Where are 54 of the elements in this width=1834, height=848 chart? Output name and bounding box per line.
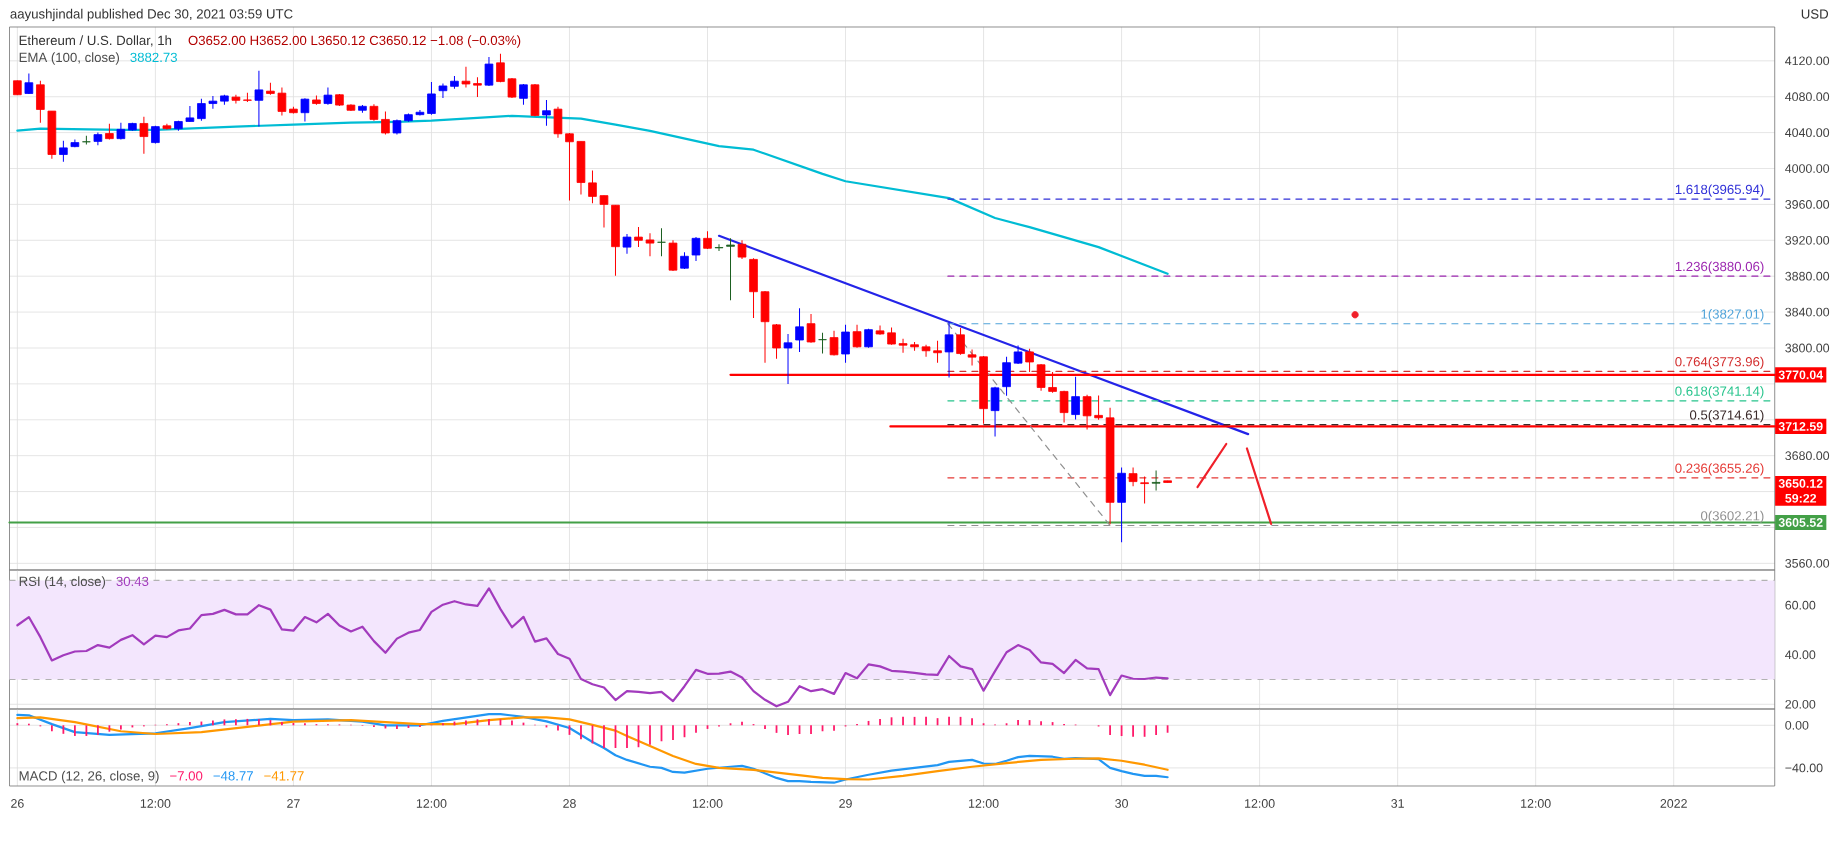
y-tick-label: 3960.00 [1785, 200, 1830, 209]
y-tick-label: 0.00 [1785, 720, 1809, 730]
y-tick-label: 4040.00 [1785, 128, 1830, 138]
data-label: 1(3827.01) [1701, 309, 1764, 322]
y-tick-label: −40.00 [1785, 763, 1823, 773]
y-tick-label: 20.00 [1785, 699, 1816, 709]
x-tick-label: 12:00 [1245, 799, 1275, 808]
data-label: 1.236(3880.06) [1675, 261, 1764, 274]
x-tick-label: 31 [1391, 799, 1404, 808]
annotation: −41.77 [264, 771, 304, 781]
text: 59:22 [1785, 493, 1817, 503]
data-label: 0(3602.21) [1700, 510, 1764, 524]
annotation: −7.00 [170, 771, 203, 781]
x-tick-label: 12:00 [692, 799, 723, 808]
text: RSI (14, close) [19, 576, 106, 589]
annotation: 3882.73 [130, 52, 177, 63]
text: EMA (100, close) [19, 52, 120, 65]
x-tick-label: 12:00 [968, 799, 999, 808]
y-tick-label: 60.00 [1785, 600, 1816, 610]
y-tick-label: 3880.00 [1785, 271, 1830, 281]
annotation: −48.77 [213, 771, 253, 781]
x-tick-label: 2022 [1660, 799, 1687, 808]
data-label: 0.5(3714.61) [1689, 409, 1764, 423]
y-tick-label: 3560.00 [1785, 558, 1830, 568]
legend-title: MACD (12, 26, close, 9) [19, 770, 159, 784]
x-tick-label: 12:00 [140, 799, 171, 808]
text: 3650.12 [1778, 479, 1823, 488]
y-tick-label: 3680.00 [1785, 451, 1830, 461]
data-label: 1.618(3965.94) [1675, 184, 1764, 197]
y-tick-label: 3920.00 [1785, 235, 1830, 245]
text: Ethereum / U.S. Dollar, 1h [19, 35, 172, 47]
y-tick-label: 4120.00 [1785, 56, 1830, 66]
data-label: 3770.04 [1778, 370, 1824, 380]
x-tick-label: 12:00 [416, 799, 447, 808]
x-tick-label: 12:00 [1521, 799, 1551, 808]
annotation: O3652.00 H3652.00 L3650.12 C3650.12 −1.08 (−0.03%) [188, 35, 521, 48]
x-tick-label: 28 [563, 799, 576, 808]
y-axis-title: USD [1801, 9, 1829, 19]
data-label: 0.764(3773.96) [1675, 356, 1764, 369]
y-tick-label: 40.00 [1785, 650, 1816, 660]
x-tick-label: 27 [287, 799, 300, 808]
y-tick-label: 4080.00 [1785, 92, 1830, 102]
data-label: 0.618(3741.14) [1675, 386, 1764, 399]
y-tick-label: 3800.00 [1785, 343, 1830, 353]
data-label: 3712.59 [1778, 422, 1823, 431]
data-label: 0.236(3655.26) [1675, 463, 1764, 476]
x-tick-label: 26 [11, 799, 24, 808]
y-tick-label: 3840.00 [1785, 307, 1830, 317]
chart-subtitle: aayushjindal published Dec 30, 2021 03:59 UTC [10, 8, 293, 22]
annotation: 30.43 [116, 576, 149, 587]
y-tick-label: 4000.00 [1785, 164, 1830, 173]
x-tick-label: 29 [839, 799, 852, 808]
data-label: 3605.52 [1778, 518, 1823, 527]
x-tick-label: 30 [1115, 799, 1128, 808]
